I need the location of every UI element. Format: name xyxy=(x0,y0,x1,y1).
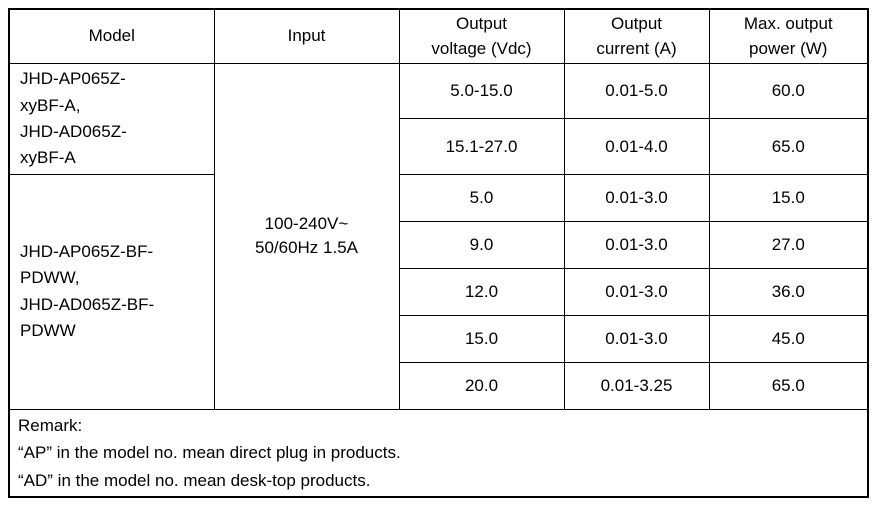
current-cell: 0.01-4.0 xyxy=(563,118,710,175)
power-cell: 45.0 xyxy=(708,314,869,363)
current-cell: 0.01-3.25 xyxy=(563,361,710,410)
voltage-cell: 12.0 xyxy=(398,267,565,316)
current-cell: 0.01-3.0 xyxy=(563,314,710,363)
voltage-cell: 20.0 xyxy=(398,361,565,410)
power-cell: 36.0 xyxy=(708,267,869,316)
header-row: Model Input Output voltage (Vdc) Output … xyxy=(8,8,869,65)
power-cell: 15.0 xyxy=(708,173,869,222)
current-cell: 0.01-5.0 xyxy=(563,63,710,120)
voltage-cell: 5.0-15.0 xyxy=(398,63,565,120)
table-row: 20.0 0.01-3.25 65.0 xyxy=(9,361,869,410)
column-header-input: Input xyxy=(213,8,400,65)
table-row: 12.0 0.01-3.0 36.0 xyxy=(9,267,869,316)
input-cell: 100-240V~ 50/60Hz 1.5A xyxy=(213,63,400,410)
column-header-model: Model xyxy=(8,8,215,65)
voltage-cell: 5.0 xyxy=(398,173,565,222)
power-spec-table: Model Input Output voltage (Vdc) Output … xyxy=(8,8,869,499)
power-cell: 65.0 xyxy=(708,118,869,175)
remark-line-ad: “AD” in the model no. mean desk-top prod… xyxy=(18,470,371,490)
remark-cell: Remark: “AP” in the model no. mean direc… xyxy=(8,408,869,498)
voltage-cell: 15.0 xyxy=(398,314,565,363)
power-cell: 60.0 xyxy=(708,63,869,120)
current-cell: 0.01-3.0 xyxy=(563,173,710,222)
table-row: 15.1-27.0 0.01-4.0 65.0 xyxy=(9,118,869,175)
table-row: 9.0 0.01-3.0 27.0 xyxy=(9,220,869,269)
table-row: 15.0 0.01-3.0 45.0 xyxy=(9,314,869,363)
column-header-voltage: Output voltage (Vdc) xyxy=(398,8,565,65)
table-row: JHD-AP065Z-BF- PDWW, JHD-AD065Z-BF- PDWW… xyxy=(8,173,869,410)
remark-title: Remark: xyxy=(18,416,83,436)
power-cell: 27.0 xyxy=(708,220,869,269)
current-cell: 0.01-3.0 xyxy=(563,267,710,316)
power-cell: 65.0 xyxy=(708,361,869,410)
remark-line-ap: “AP” in the model no. mean direct plug i… xyxy=(18,443,401,463)
model-group-2-cell: JHD-AP065Z-BF- PDWW, JHD-AD065Z-BF- PDWW xyxy=(8,173,215,410)
table-row: JHD-AP065Z- xyBF-A, JHD-AD065Z- xyBF-A 1… xyxy=(8,63,869,410)
remark-row: Remark: “AP” in the model no. mean direc… xyxy=(8,408,869,498)
current-cell: 0.01-3.0 xyxy=(563,220,710,269)
column-header-power: Max. output power (W) xyxy=(708,8,869,65)
model-group-1-cell: JHD-AP065Z- xyBF-A, JHD-AD065Z- xyBF-A xyxy=(8,63,215,175)
voltage-cell: 15.1-27.0 xyxy=(398,118,565,175)
column-header-current: Output current (A) xyxy=(563,8,710,65)
voltage-cell: 9.0 xyxy=(398,220,565,269)
